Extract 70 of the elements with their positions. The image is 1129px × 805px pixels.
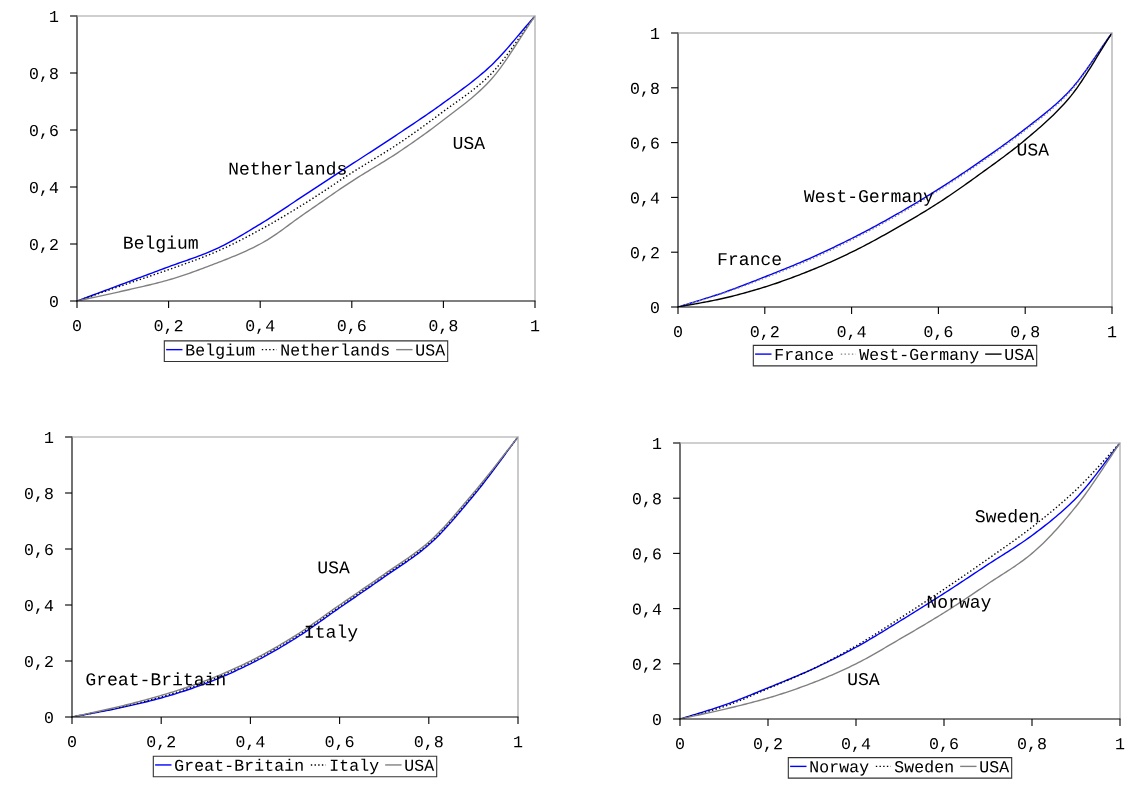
y-tick-label: 0,4 [29, 181, 59, 196]
x-tick-label: 0,2 [147, 735, 176, 751]
y-tick-label: 0,2 [632, 658, 661, 673]
y-tick-label: 0 [652, 713, 661, 726]
y-tick-label: 0 [49, 295, 58, 308]
y-tick-label: 0,2 [24, 655, 53, 670]
legend-label: Great-Britain [175, 758, 303, 771]
annotation: USA [1017, 143, 1050, 156]
legend-label: USA [1005, 348, 1035, 361]
x-tick-label: 0,2 [154, 319, 183, 335]
y-tick-label: 0,4 [24, 599, 54, 614]
annotation: Netherlands [229, 161, 346, 175]
x-tick-label: 0 [676, 737, 684, 750]
annotation: Norway [927, 595, 991, 612]
x-tick-label: 0,2 [754, 737, 782, 753]
y-tick-label: 1 [653, 438, 662, 450]
x-tick-label: 0,6 [924, 325, 953, 341]
y-tick-label: 0,6 [29, 124, 58, 139]
y-tick-label: 0,6 [632, 548, 661, 563]
legend-label: Norway [810, 761, 869, 776]
x-tick-label: 0,8 [414, 735, 443, 751]
y-tick-label: 0,8 [29, 67, 58, 82]
x-tick-label: 0,4 [236, 735, 265, 751]
legend-label: France [775, 348, 834, 361]
x-tick-label: 0,8 [1011, 325, 1040, 341]
x-tick-label: 1 [514, 736, 523, 748]
annotation: Belgium [124, 235, 198, 253]
legend-label: USA [405, 759, 435, 771]
annotation: Sweden [975, 509, 1039, 523]
legend-label: Belgium [186, 343, 255, 359]
x-tick-label: 0,6 [337, 319, 366, 335]
annotation: USA [848, 672, 880, 686]
x-tick-label: 1 [531, 320, 540, 332]
y-tick-label: 0,4 [632, 603, 662, 618]
x-tick-label: 0,4 [842, 737, 871, 753]
y-tick-label: 0,2 [630, 247, 659, 262]
x-tick-label: 0,4 [246, 319, 275, 335]
x-tick-label: 0 [73, 319, 81, 332]
y-tick-label: 0,4 [630, 192, 660, 207]
x-tick-label: 0,8 [1018, 737, 1046, 753]
y-tick-label: 0,8 [630, 82, 659, 97]
y-tick-label: 0 [44, 711, 53, 724]
x-tick-label: 0,4 [837, 325, 866, 341]
legend-label: Netherlands [281, 343, 389, 356]
y-tick-label: 0 [650, 301, 659, 314]
legend-label: USA [416, 344, 446, 356]
y-tick-label: 0,6 [630, 137, 659, 152]
x-tick-label: 1 [1116, 738, 1125, 750]
annotation: France [718, 253, 781, 266]
annotation: USA [453, 136, 486, 150]
legend-label: West-Germany [859, 348, 979, 364]
x-tick-label: 0 [68, 735, 76, 748]
y-tick-label: 0,2 [29, 238, 58, 253]
legend-label: Sweden [894, 760, 953, 773]
legend-label: USA [980, 761, 1010, 773]
annotation: USA [318, 561, 350, 574]
y-tick-label: 1 [45, 432, 54, 444]
y-tick-label: 0,6 [24, 543, 53, 558]
x-tick-label: 0 [674, 325, 682, 338]
y-tick-label: 1 [50, 11, 59, 23]
x-tick-label: 0,2 [750, 325, 779, 341]
annotation: Italy [305, 624, 358, 642]
x-tick-label: 0,6 [930, 737, 958, 753]
legend-label: Italy [330, 758, 379, 775]
x-tick-label: 0,8 [429, 319, 458, 335]
x-tick-label: 0,6 [325, 735, 354, 751]
y-tick-label: 0,8 [24, 487, 53, 502]
x-tick-label: 1 [1108, 326, 1117, 338]
y-tick-label: 0,8 [632, 493, 661, 508]
y-tick-label: 1 [651, 28, 660, 40]
